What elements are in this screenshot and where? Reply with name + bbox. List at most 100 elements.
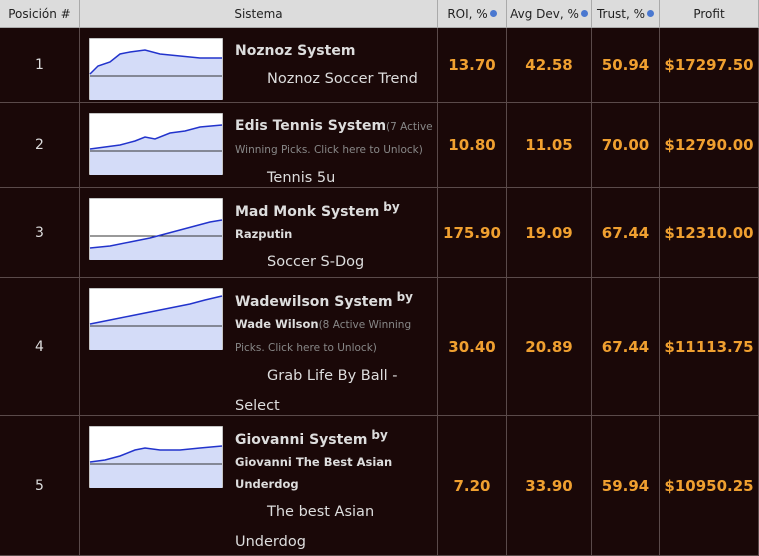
strategy: Tennis 5u: [267, 170, 336, 186]
header-label: ROI, %: [447, 6, 488, 21]
strategy: Grab Life By Ball - Select: [235, 368, 398, 414]
avg-dev: 33.90: [525, 476, 573, 495]
system-name: Giovanni System: [235, 432, 368, 448]
avg-dev: 42.58: [525, 56, 573, 74]
avg-dev: 20.89: [525, 337, 573, 356]
position-cell: 3: [0, 188, 80, 278]
profit-cell: $11113.75: [660, 278, 759, 416]
profit: $12310.00: [664, 223, 754, 242]
system-cell: Wadewilson System by Wade Wilson(8 Active …: [80, 278, 438, 416]
unlock-note[interactable]: (8 Active Winning Picks. Click here to U…: [235, 319, 412, 354]
roi: 13.70: [448, 56, 496, 74]
roi-cell: 30.40: [438, 278, 507, 416]
info-icon: [489, 10, 497, 17]
profit-cell: $10950.25: [660, 416, 759, 556]
strategy: Noznoz Soccer Trend: [267, 71, 418, 87]
profit: $10950.25: [664, 476, 754, 495]
avg-dev-cell: 42.58: [507, 28, 592, 103]
trust: 67.44: [601, 337, 650, 356]
system-name: Mad Monk System: [235, 204, 380, 220]
roi-cell: 175.90: [438, 188, 507, 278]
info-icon: [580, 10, 588, 17]
system-name: Wadewilson System: [235, 294, 393, 310]
system-info: Noznoz System Noznoz Soccer Trend: [235, 40, 435, 94]
sparkline: [89, 426, 223, 488]
system-info: Giovanni System by Giovanni The Best Asian…: [235, 428, 435, 556]
avg-dev: 19.09: [525, 223, 573, 242]
header-cell: Sistema: [80, 0, 438, 28]
position: 4: [35, 338, 44, 355]
position-cell: 4: [0, 278, 80, 416]
system-info: Mad Monk System by Razputin Soccer S-Dog: [235, 200, 435, 277]
position: 2: [35, 137, 44, 153]
system-name: Noznoz System: [235, 43, 356, 59]
system-head: Edis Tennis System(7 Active Winning Pick…: [235, 115, 435, 161]
position: 3: [35, 224, 44, 241]
position: 5: [35, 477, 44, 494]
trust-cell: 50.94: [592, 28, 660, 103]
header-label: Profit: [693, 6, 725, 21]
position: 1: [35, 57, 44, 73]
header-label: Trust, %: [596, 6, 646, 21]
roi: 7.20: [453, 476, 491, 495]
header-cell: Avg Dev, %: [507, 0, 592, 28]
by-label: by: [383, 200, 400, 214]
roi-cell: 7.20: [438, 416, 507, 556]
sparkline: [89, 38, 223, 100]
profit: $17297.50: [664, 56, 754, 74]
profit: $12790.00: [664, 136, 754, 154]
profit-cell: $17297.50: [660, 28, 759, 103]
profit-cell: $12310.00: [660, 188, 759, 278]
position-cell: 5: [0, 416, 80, 556]
profit: $11113.75: [664, 337, 754, 356]
trust: 67.44: [601, 223, 650, 242]
header-cell: Posición #: [0, 0, 80, 28]
roi: 10.80: [448, 136, 496, 154]
by-label: by: [371, 428, 388, 442]
author: Giovanni The Best Asian Underdog: [235, 455, 393, 491]
author: Razputin: [235, 227, 293, 241]
sparkline: [89, 288, 223, 350]
trust: 59.94: [601, 476, 650, 495]
strategy: Soccer S-Dog: [267, 254, 365, 270]
system-cell: Noznoz System Noznoz Soccer Trend: [80, 28, 438, 103]
avg-dev-cell: 11.05: [507, 103, 592, 188]
roi: 175.90: [443, 223, 501, 242]
roi-cell: 10.80: [438, 103, 507, 188]
position-cell: 1: [0, 28, 80, 103]
avg-dev: 11.05: [525, 136, 573, 154]
roi-cell: 13.70: [438, 28, 507, 103]
trust-cell: 67.44: [592, 278, 660, 416]
header-label: Sistema: [234, 6, 283, 21]
author: Wade Wilson: [235, 317, 319, 331]
trust-cell: 70.00: [592, 103, 660, 188]
trust: 70.00: [601, 136, 650, 154]
system-head: Wadewilson System by Wade Wilson(8 Active …: [235, 290, 435, 359]
strategy: The best Asian Underdog: [235, 504, 375, 550]
system-name: Edis Tennis System: [235, 118, 387, 134]
unlock-note[interactable]: (7 Active Winning Picks. Click here to U…: [235, 121, 433, 156]
system-head: Giovanni System by Giovanni The Best Asian…: [235, 428, 435, 495]
system-head: Mad Monk System by Razputin: [235, 200, 435, 245]
sparkline: [89, 113, 223, 175]
header-cell: Profit: [660, 0, 759, 28]
profit-cell: $12790.00: [660, 103, 759, 188]
roi: 30.40: [448, 337, 496, 356]
system-info: Wadewilson System by Wade Wilson(8 Active …: [235, 290, 435, 421]
sparkline: [89, 198, 223, 260]
system-cell: Mad Monk System by Razputin Soccer S-Dog: [80, 188, 438, 278]
header-label: Avg Dev, %: [510, 6, 579, 21]
by-label: by: [396, 290, 413, 304]
system-info: Edis Tennis System(7 Active Winning Pick…: [235, 115, 435, 193]
header-cell: Trust, %: [592, 0, 660, 28]
trust: 50.94: [601, 56, 650, 74]
info-icon: [647, 10, 655, 17]
system-cell: Giovanni System by Giovanni The Best Asian…: [80, 416, 438, 556]
system-head: Noznoz System: [235, 40, 435, 62]
trust-cell: 67.44: [592, 188, 660, 278]
avg-dev-cell: 33.90: [507, 416, 592, 556]
system-cell: Edis Tennis System(7 Active Winning Pick…: [80, 103, 438, 188]
header-cell: ROI, %: [438, 0, 507, 28]
position-cell: 2: [0, 103, 80, 188]
